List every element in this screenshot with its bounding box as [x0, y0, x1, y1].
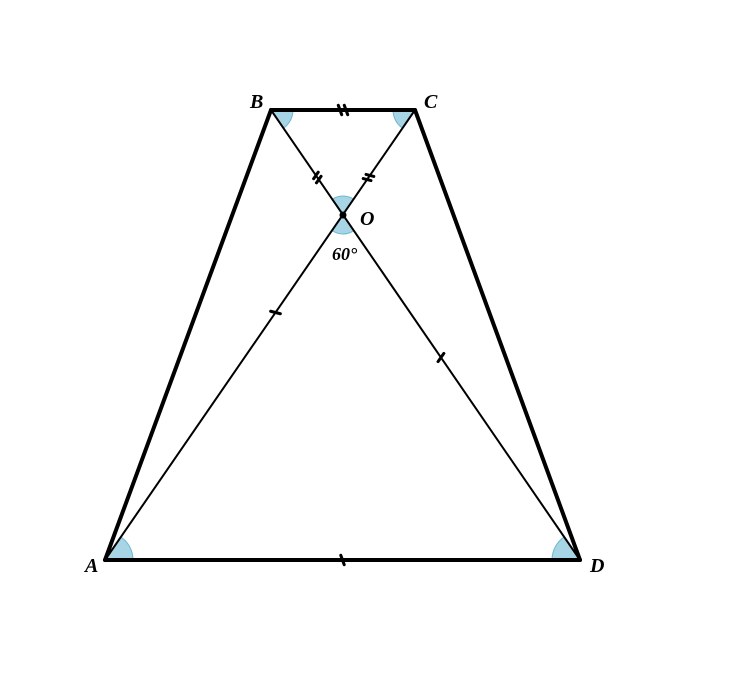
label-D: D: [589, 555, 604, 577]
tick-marks: [271, 105, 444, 564]
label-B: B: [249, 91, 263, 113]
edge-AB: [105, 110, 271, 560]
label-C: C: [424, 91, 438, 113]
edges: [105, 110, 580, 560]
label-A: A: [83, 555, 98, 577]
tick-AC: [366, 174, 374, 176]
points: [340, 212, 347, 219]
label-O: O: [360, 208, 374, 230]
tick-BC: [338, 105, 341, 114]
tick-AC: [363, 179, 371, 181]
geometry-diagram: A B C D O60°: [0, 0, 746, 678]
labels: A B C D O60°: [83, 91, 604, 577]
angle-arcs: [105, 110, 580, 560]
edge-CD: [415, 110, 580, 560]
point-O: [340, 212, 347, 219]
angle-label-60: 60°: [332, 244, 358, 264]
tick-DA: [341, 555, 344, 564]
tick-BC: [344, 105, 347, 114]
edge-AC: [105, 110, 415, 560]
edge-BD: [271, 110, 580, 560]
tick-AC: [271, 311, 281, 314]
